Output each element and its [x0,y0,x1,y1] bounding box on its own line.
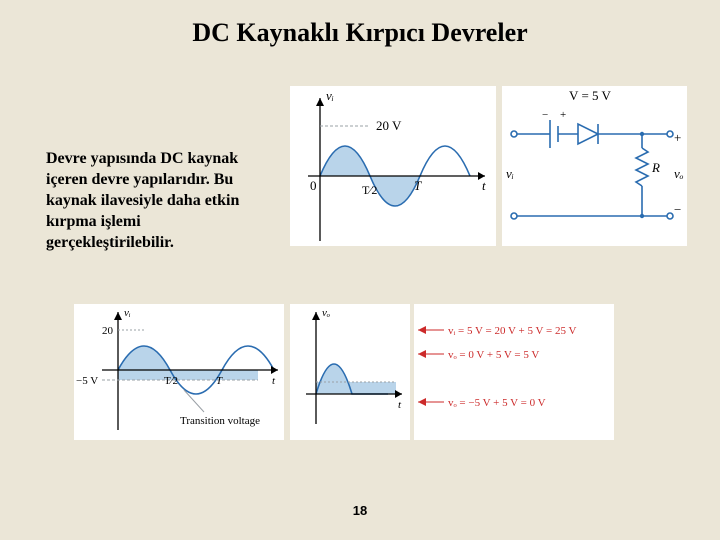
fig1-ylabel: vᵢ [326,88,334,103]
page-title: DC Kaynaklı Kırpıcı Devreler [0,18,720,48]
fig5-l3: vₒ = −5 V + 5 V = 0 V [448,397,546,409]
fig4-yl: vₒ [322,307,330,319]
fig2-R: R [651,160,660,175]
fig3-amp: 20 [102,325,114,337]
page-number: 18 [0,503,720,518]
fig2-oplus: + [674,130,681,145]
figure-equations: vᵢ = 5 V = 20 V + 5 V = 25 V vₒ = 0 V + … [414,304,614,440]
body-paragraph: Devre yapısında DC kaynak içeren devre y… [46,148,261,254]
fig3-anno: Transition voltage [180,415,260,427]
fig2-minus: − [542,109,548,121]
fig5-l1: vᵢ = 5 V = 20 V + 5 V = 25 V [448,325,577,337]
fig3-xt1: T⁄2 [164,375,178,387]
fig4-xl: t [398,399,402,411]
fig1-xlabel: t [482,178,486,193]
fig3-yl: vᵢ [124,307,131,319]
fig1-xt2: T [414,178,422,193]
figure-output: vₒ t [290,304,410,440]
fig2-ominus: − [674,202,681,217]
fig5-l2: vₒ = 0 V + 5 V = 5 V [448,349,539,361]
figure-circuit: V = 5 V − + vᵢ R vₒ + − [502,86,687,246]
fig3-xl: t [272,375,276,387]
fig1-xt0: 0 [310,178,317,193]
figure-input-offset: vᵢ 20 −5 V T⁄2 T t Transition voltage [74,304,284,440]
fig1-xt1: T⁄2 [362,183,377,197]
fig2-plus: + [560,109,566,121]
fig3-xt2: T [216,375,223,387]
figure-input-waveform: vᵢ 20 V 0 T⁄2 T t [290,86,496,246]
fig3-off: −5 V [76,375,98,387]
fig2-vlabel: V = 5 V [569,88,612,103]
fig2-vi: vᵢ [506,166,514,181]
fig1-amp: 20 V [376,118,402,133]
fig2-vo: vₒ [674,166,684,181]
